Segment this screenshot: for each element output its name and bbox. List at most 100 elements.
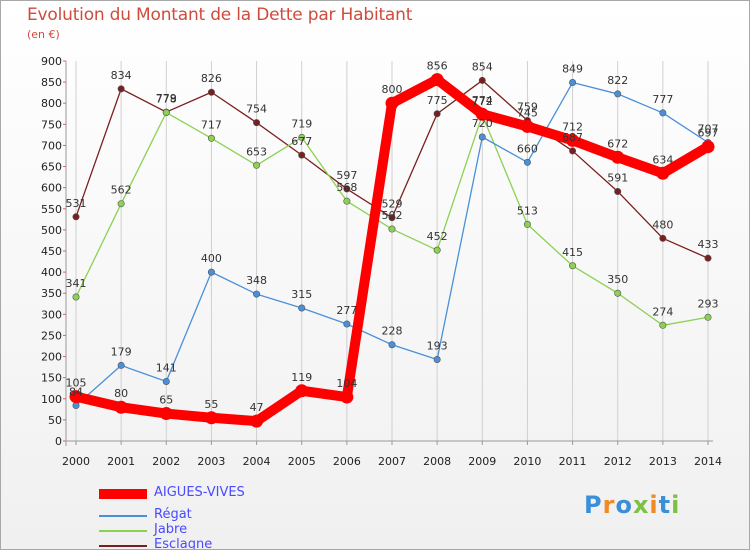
data-point <box>523 158 531 166</box>
data-label: 105 <box>66 377 87 390</box>
data-label: 531 <box>66 197 87 210</box>
data-label: 822 <box>607 74 628 87</box>
data-label: 562 <box>111 184 132 197</box>
x-tick-label: 2006 <box>333 455 361 468</box>
x-tick-label: 2007 <box>378 455 406 468</box>
logo-letter: i <box>671 491 681 519</box>
logo-letter: r <box>602 491 616 519</box>
data-label: 341 <box>66 277 87 290</box>
data-point <box>162 377 170 385</box>
data-label: 350 <box>607 273 628 286</box>
x-tick-label: 2003 <box>197 455 225 468</box>
data-label: 119 <box>291 371 312 384</box>
data-label: 141 <box>156 361 177 374</box>
data-label: 775 <box>427 94 448 107</box>
data-label: 687 <box>562 131 583 144</box>
logo-letter: P <box>584 491 603 519</box>
y-tick-label: 150 <box>41 372 62 385</box>
y-tick-label: 650 <box>41 161 62 174</box>
x-tick-label: 2014 <box>694 455 722 468</box>
series-esclagne <box>72 76 712 262</box>
data-label: 55 <box>204 398 218 411</box>
data-label: 104 <box>336 377 357 390</box>
data-label: 719 <box>291 117 312 130</box>
x-tick-label: 2010 <box>513 455 541 468</box>
logo-letter: o <box>615 491 633 519</box>
data-label: 774 <box>472 94 493 107</box>
data-point <box>659 234 667 242</box>
legend-swatch <box>99 515 147 517</box>
y-tick-label: 500 <box>41 224 62 237</box>
data-point <box>433 356 441 364</box>
data-point <box>207 134 215 142</box>
data-label: 502 <box>382 209 403 222</box>
x-tick-label: 2012 <box>604 455 632 468</box>
data-point <box>704 254 712 262</box>
data-point <box>614 187 622 195</box>
data-point <box>343 185 351 193</box>
data-label: 677 <box>291 135 312 148</box>
data-label: 480 <box>652 218 673 231</box>
series-jabre <box>72 109 712 329</box>
legend-label: AIGUES-VIVES <box>154 485 245 500</box>
y-tick-label: 50 <box>48 414 62 427</box>
data-label: 400 <box>201 252 222 265</box>
data-label: 47 <box>250 401 264 414</box>
data-label: 597 <box>336 169 357 182</box>
series-aigues-vives <box>69 73 715 428</box>
data-label: 754 <box>246 103 267 116</box>
y-tick-label: 750 <box>41 118 62 131</box>
data-label: 778 <box>156 93 177 106</box>
x-tick-label: 2008 <box>423 455 451 468</box>
data-label: 660 <box>517 142 538 155</box>
legend-swatch <box>99 530 147 532</box>
data-point <box>72 213 80 221</box>
data-point <box>569 147 577 155</box>
data-label: 452 <box>427 230 448 243</box>
data-label: 707 <box>698 122 719 135</box>
y-tick-label: 450 <box>41 245 62 258</box>
data-label: 591 <box>607 171 628 184</box>
series-r-gat <box>72 79 712 410</box>
data-label: 293 <box>698 297 719 310</box>
data-label: 179 <box>111 345 132 358</box>
data-point <box>207 268 215 276</box>
data-point <box>433 110 441 118</box>
y-tick-label: 250 <box>41 329 62 342</box>
x-tick-label: 2011 <box>559 455 587 468</box>
data-label: 672 <box>607 137 628 150</box>
y-tick-label: 800 <box>41 97 62 110</box>
chart-subtitle: (en €) <box>27 28 60 41</box>
data-point <box>385 96 399 110</box>
data-label: 274 <box>652 305 673 318</box>
data-point <box>117 361 125 369</box>
data-label: 826 <box>201 72 222 85</box>
data-label: 717 <box>201 118 222 131</box>
data-label: 856 <box>427 60 448 73</box>
data-point <box>253 161 261 169</box>
y-tick-label: 700 <box>41 139 62 152</box>
data-point <box>656 166 670 180</box>
data-point <box>388 225 396 233</box>
data-label: 415 <box>562 246 583 259</box>
x-tick-label: 2013 <box>649 455 677 468</box>
x-tick-label: 2004 <box>243 455 271 468</box>
data-label: 834 <box>111 69 132 82</box>
data-label: 529 <box>382 198 403 211</box>
y-tick-label: 200 <box>41 351 62 364</box>
x-tick-label: 2000 <box>62 455 90 468</box>
logo-letter: x <box>632 491 650 519</box>
legend-swatch <box>99 545 147 547</box>
data-point <box>388 214 396 222</box>
logo-letter: t <box>658 491 672 519</box>
data-label: 315 <box>291 288 312 301</box>
y-tick-label: 550 <box>41 203 62 216</box>
data-label: 697 <box>698 127 719 140</box>
data-point <box>478 133 486 141</box>
y-tick-label: 900 <box>41 55 62 68</box>
data-label: 712 <box>562 120 583 133</box>
data-point <box>69 390 83 404</box>
data-point <box>343 197 351 205</box>
